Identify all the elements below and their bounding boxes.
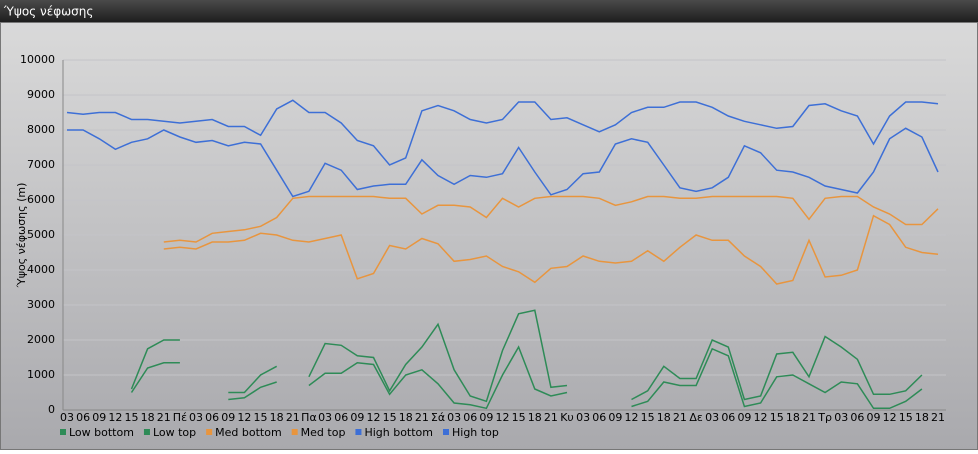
y-axis-label: Ύψος νέφωσης (m) xyxy=(15,183,28,289)
series-line xyxy=(130,345,923,410)
x-tick-label: 15 xyxy=(641,411,655,424)
x-tick-label: 03 xyxy=(576,411,590,424)
x-tick-label: 03 xyxy=(60,411,74,424)
x-tick-label: 15 xyxy=(383,411,397,424)
x-tick-label: 15 xyxy=(770,411,784,424)
y-tick-label: 7000 xyxy=(27,158,55,171)
legend-marker xyxy=(355,429,362,435)
y-tick-label: 8000 xyxy=(27,123,55,136)
x-tick-label: 03 xyxy=(834,411,848,424)
x-tick-label: Σά xyxy=(431,411,445,424)
x-tick-label: 09 xyxy=(221,411,235,424)
x-tick-label: 15 xyxy=(899,411,913,424)
x-tick-label: 21 xyxy=(415,411,429,424)
x-tick-label: 06 xyxy=(334,411,348,424)
legend-marker xyxy=(291,429,298,435)
x-tick-label: 03 xyxy=(705,411,719,424)
header xyxy=(0,0,978,22)
x-tick-label: 06 xyxy=(205,411,219,424)
x-tick-label: 18 xyxy=(270,411,284,424)
series-line xyxy=(130,309,923,403)
x-tick-label: 18 xyxy=(786,411,800,424)
x-tick-label: 12 xyxy=(366,411,380,424)
x-tick-label: 06 xyxy=(850,411,864,424)
chart-title: Ύψος νέφωσης xyxy=(3,5,93,19)
legend-marker xyxy=(443,429,449,435)
legend-marker xyxy=(206,429,213,435)
x-tick-label: 09 xyxy=(737,411,751,424)
x-tick-label: 12 xyxy=(496,411,510,424)
x-tick-label: 06 xyxy=(76,411,90,424)
x-tick-label: 15 xyxy=(254,411,268,424)
y-tick-label: 6000 xyxy=(27,193,55,206)
x-tick-label: 21 xyxy=(802,411,816,424)
x-tick-label: 15 xyxy=(125,411,139,424)
legend-label: High top xyxy=(452,426,499,439)
x-tick-label: 09 xyxy=(92,411,106,424)
x-tick-label: 21 xyxy=(931,411,945,424)
x-tick-label: Πέ xyxy=(173,411,187,424)
x-tick-label: 18 xyxy=(915,411,929,424)
x-tick-label: 06 xyxy=(592,411,606,424)
x-tick-label: 09 xyxy=(479,411,493,424)
x-tick-label: 09 xyxy=(350,411,364,424)
series-line xyxy=(66,99,939,166)
x-tick-label: 09 xyxy=(608,411,622,424)
x-tick-label: 12 xyxy=(625,411,639,424)
x-tick-label: Κυ xyxy=(560,411,574,424)
legend-label: Low bottom xyxy=(69,426,134,439)
x-tick-label: 03 xyxy=(189,411,203,424)
x-tick-label: 12 xyxy=(883,411,897,424)
legend-label: High bottom xyxy=(364,426,433,439)
y-tick-label: 0 xyxy=(48,403,55,416)
x-tick-label: Τρ xyxy=(817,411,832,424)
x-tick-label: 03 xyxy=(318,411,332,424)
x-tick-label: 06 xyxy=(721,411,735,424)
legend-marker xyxy=(143,429,150,435)
y-tick-label: 10000 xyxy=(20,53,55,66)
x-tick-label: 18 xyxy=(141,411,155,424)
y-tick-label: 5000 xyxy=(27,228,55,241)
y-tick-label: 3000 xyxy=(27,298,55,311)
x-tick-label: 12 xyxy=(108,411,122,424)
series-line xyxy=(163,195,939,243)
x-tick-label: 06 xyxy=(463,411,477,424)
series-line xyxy=(67,127,939,198)
x-tick-label: 18 xyxy=(399,411,413,424)
x-tick-label: 21 xyxy=(286,411,300,424)
x-tick-label: 21 xyxy=(544,411,558,424)
x-tick-label: Πα xyxy=(301,411,317,424)
x-tick-label: 09 xyxy=(866,411,880,424)
y-tick-label: 4000 xyxy=(27,263,55,276)
y-tick-label: 9000 xyxy=(27,88,55,101)
x-tick-label: 12 xyxy=(237,411,251,424)
x-tick-label: 15 xyxy=(512,411,526,424)
x-tick-label: 21 xyxy=(673,411,687,424)
legend-label: Med bottom xyxy=(215,426,282,439)
x-tick-label: 18 xyxy=(657,411,671,424)
x-tick-label: 21 xyxy=(157,411,171,424)
y-tick-label: 1000 xyxy=(27,368,55,381)
x-tick-label: 18 xyxy=(528,411,542,424)
legend-marker xyxy=(60,429,66,435)
x-tick-label: 03 xyxy=(447,411,461,424)
x-tick-label: 12 xyxy=(754,411,768,424)
legend-label: Med top xyxy=(301,426,346,439)
series-line xyxy=(163,214,939,285)
legend-label: Low top xyxy=(153,426,196,439)
y-tick-label: 2000 xyxy=(27,333,55,346)
x-tick-label: Δε xyxy=(689,411,703,424)
